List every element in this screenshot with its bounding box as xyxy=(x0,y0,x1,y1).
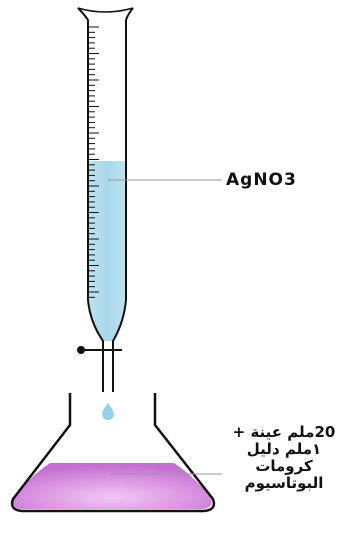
sample-line: كرومات xyxy=(255,457,313,475)
stopcock-knob xyxy=(77,346,85,354)
burette-solution xyxy=(88,161,126,341)
titrant-drop xyxy=(102,403,114,420)
burette xyxy=(77,7,134,392)
burette-rim xyxy=(77,7,134,13)
burette-scale xyxy=(89,26,99,298)
sample-label: 20ملم عينة + ١ملم دليل كرومات البوتاسيوم xyxy=(214,424,354,492)
flask-solution xyxy=(12,463,212,509)
reagent-label: AgNO3 xyxy=(226,170,297,190)
sample-line: ١ملم دليل xyxy=(246,440,322,458)
sample-line: البوتاسيوم xyxy=(244,474,324,492)
conical-flask xyxy=(10,393,216,513)
sample-line: 20ملم عينة + xyxy=(232,423,336,441)
